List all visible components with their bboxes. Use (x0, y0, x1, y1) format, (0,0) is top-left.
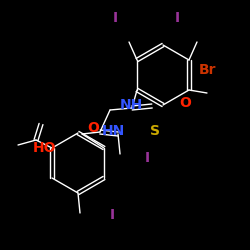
Text: HO: HO (33, 141, 57, 155)
Text: NH: NH (120, 98, 142, 112)
Text: Br: Br (198, 63, 216, 77)
Text: O: O (179, 96, 191, 110)
Text: S: S (150, 124, 160, 138)
Text: O: O (87, 121, 99, 135)
Text: I: I (110, 208, 114, 222)
Text: HN: HN (102, 124, 124, 138)
Text: I: I (112, 11, 117, 25)
Text: I: I (174, 11, 180, 25)
Text: I: I (144, 151, 150, 165)
